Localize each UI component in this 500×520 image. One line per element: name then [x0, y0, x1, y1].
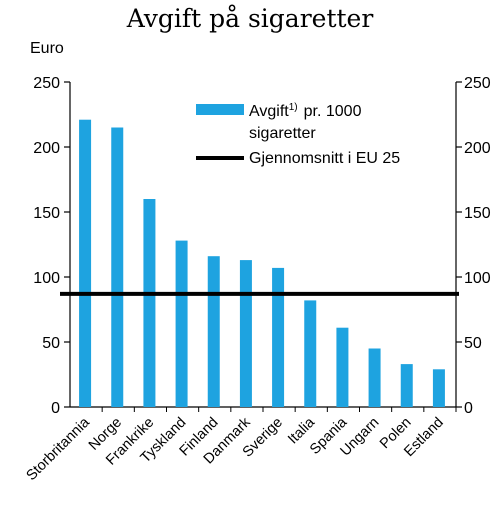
bar [143, 199, 156, 407]
category-label: Storbritannia [23, 414, 93, 484]
legend: Avgift1) pr. 1000 sigaretter Gjennomsnitt… [196, 102, 400, 167]
legend-bar-label-sup: 1) [289, 102, 298, 113]
y-tick-label-right: 200 [464, 140, 491, 157]
bar [111, 127, 124, 407]
bar [368, 348, 381, 407]
legend-bar-label-main: Avgift [249, 103, 289, 120]
legend-bar-label-rest: pr. 1000 [304, 103, 362, 120]
bar [79, 119, 92, 407]
y-tick-label-right: 150 [464, 205, 491, 222]
legend-line-label: Gjennomsnitt i EU 25 [249, 150, 400, 167]
bars [79, 119, 445, 407]
bar [400, 364, 413, 407]
axes [64, 81, 462, 412]
y-tick-label-left: 150 [33, 205, 60, 222]
y-tick-label-left: 50 [42, 335, 60, 352]
legend-bar-swatch [196, 104, 244, 115]
tick-labels: 0 0 50 50 100 100 150 150 200 200 250 250 [33, 75, 491, 417]
legend-bar-label-line2: sigaretter [249, 125, 316, 142]
chart-title: Avgift på sigaretter [126, 4, 374, 33]
bar [304, 300, 317, 407]
bar [175, 240, 188, 407]
category-labels: StorbritanniaNorgeFrankrikeTysklandFinla… [23, 414, 446, 484]
y-tick-label-right: 100 [464, 270, 491, 287]
y-tick-label-left: 100 [33, 270, 60, 287]
y-tick-label-left: 200 [33, 140, 60, 157]
bar [207, 256, 220, 407]
bar [432, 369, 445, 407]
y-axis-unit-label: Euro [30, 40, 64, 57]
bar [336, 327, 349, 407]
y-tick-label-right: 0 [464, 400, 473, 417]
bar [239, 260, 252, 407]
legend-bar-label: Avgift1) pr. 1000 [249, 102, 362, 120]
y-tick-label-left: 250 [33, 75, 60, 92]
y-tick-label-right: 250 [464, 75, 491, 92]
y-tick-label-right: 50 [464, 335, 482, 352]
y-tick-label-left: 0 [51, 400, 60, 417]
bar [272, 267, 285, 407]
